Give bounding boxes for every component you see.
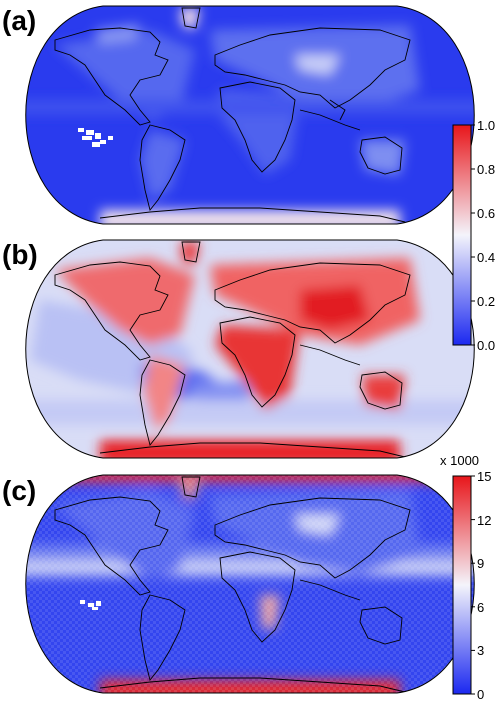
colorbar-multiplier: x 1000 [440, 453, 479, 468]
colorbar-top: 1.0 0.8 0.6 0.4 0.2 0.0 [452, 118, 495, 353]
colorbar-top-tick-label: 1.0 [477, 118, 495, 133]
colorbar-bottom-tick-label: 3 [477, 643, 484, 658]
panel-label-b: (b) [2, 239, 38, 270]
colorbar-top-tick-label: 0.6 [477, 206, 495, 221]
colorbar-top-tick-label: 0.8 [477, 162, 495, 177]
colorbar-bottom-tick-label: 12 [477, 513, 491, 528]
colorbar-bottom-tick-label: 6 [477, 600, 484, 615]
map-panel-a: (a) [2, 5, 475, 225]
panel-label-a: (a) [2, 5, 36, 36]
colorbar-top-tick-label: 0.2 [477, 294, 495, 309]
map-panel-b: (b) [2, 239, 475, 459]
colorbar-top-tick-label: 0.0 [477, 338, 495, 353]
colorbar-bottom-tick-label: 15 [477, 469, 491, 484]
colorbar-top-tick-label: 0.4 [477, 250, 495, 265]
colorbar-bottom: x 1000 15 12 9 6 3 0 [440, 453, 491, 702]
colorbar-bottom-tick-label: 9 [477, 556, 484, 571]
colorbar-bottom-tick-label: 0 [477, 687, 484, 702]
panel-label-c: (c) [2, 475, 36, 506]
map-panel-c: (c) [2, 474, 475, 694]
